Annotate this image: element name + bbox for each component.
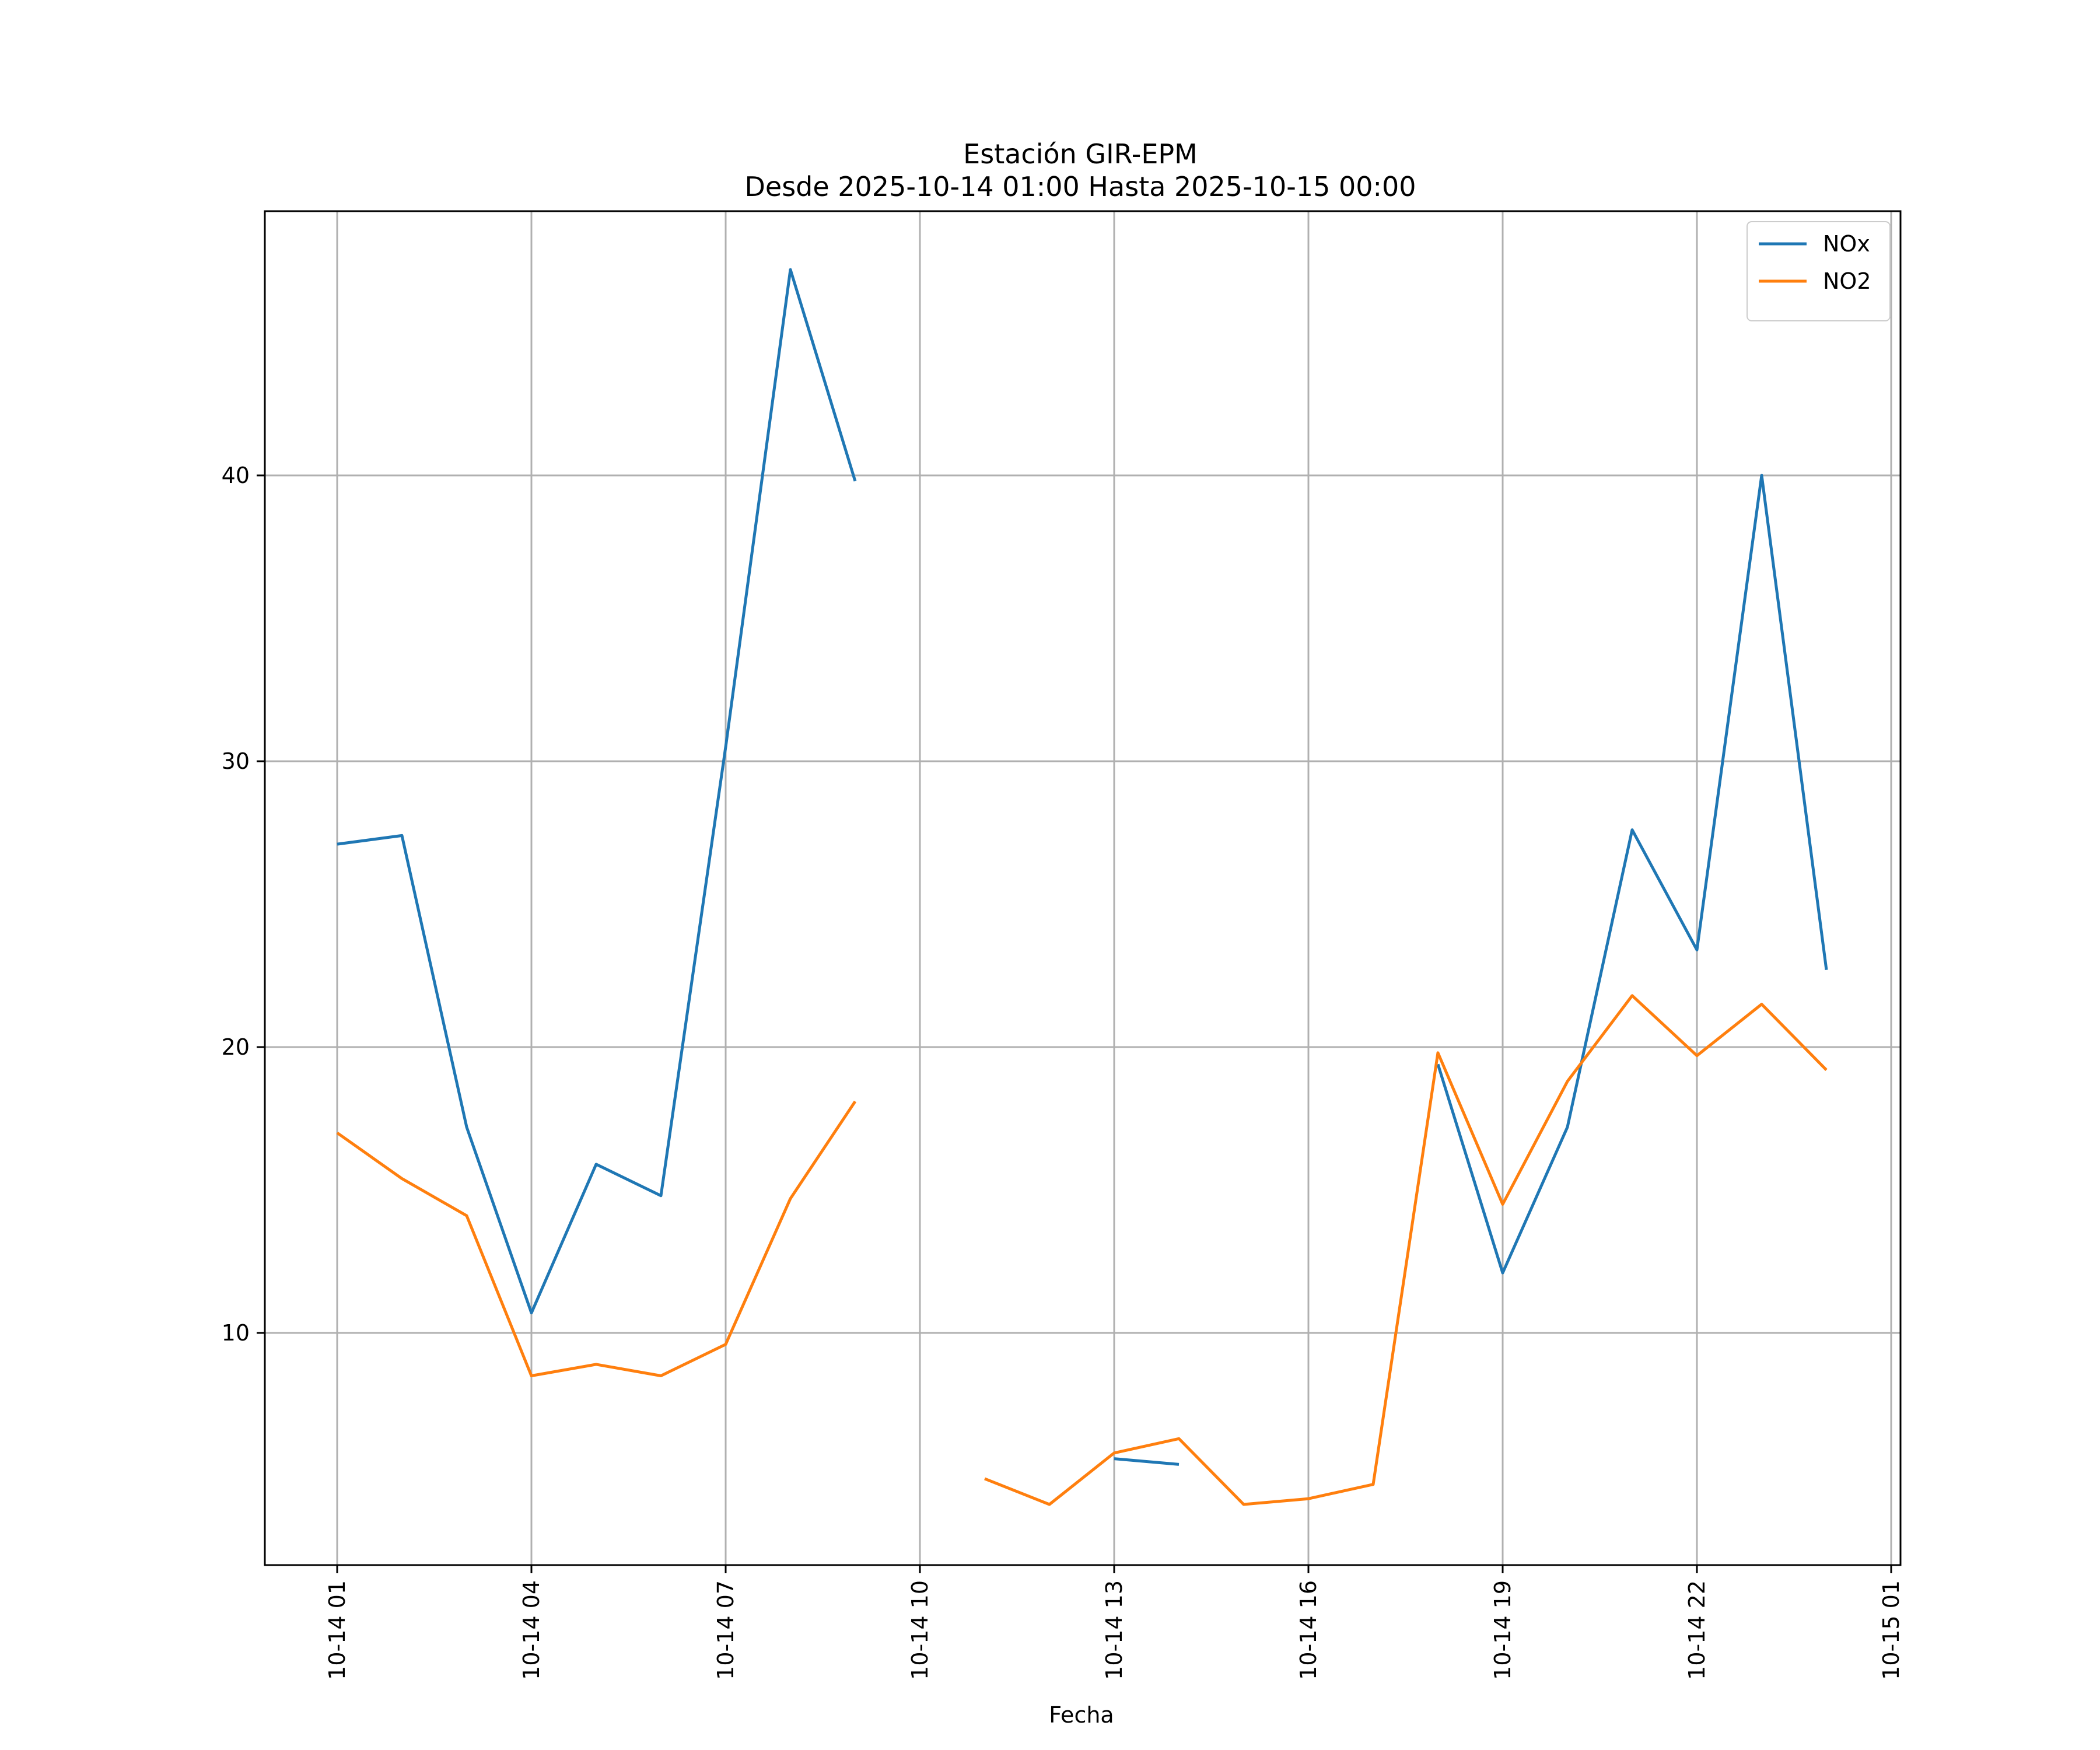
legend-label: NO2 bbox=[1823, 268, 1871, 294]
y-ticks: 10 20 30 40 bbox=[222, 463, 265, 1346]
x-tick-label: 10-14 19 bbox=[1490, 1580, 1516, 1680]
grid bbox=[265, 211, 1901, 1565]
series-line bbox=[337, 268, 857, 1315]
x-tick-label: 10-14 16 bbox=[1296, 1580, 1321, 1680]
plot-frame bbox=[264, 210, 1902, 1566]
y-tick-label: 30 bbox=[222, 748, 250, 774]
series-no2 bbox=[336, 994, 1828, 1506]
legend-box bbox=[1746, 221, 1891, 321]
series-line bbox=[336, 1100, 857, 1377]
series-line bbox=[1436, 474, 1828, 1275]
series-line bbox=[984, 994, 1828, 1506]
chart-title: Estación GIR-EPM bbox=[963, 138, 1198, 170]
x-ticks: 10-14 01 10-14 04 10-14 07 10-14 10 10-14 13… bbox=[324, 1565, 1904, 1680]
y-tick-label: 40 bbox=[222, 463, 250, 488]
x-axis-label: Fecha bbox=[1049, 1702, 1114, 1728]
x-tick-label: 10-14 04 bbox=[519, 1580, 544, 1680]
series-line bbox=[1114, 1457, 1180, 1466]
y-tick-label: 10 bbox=[222, 1320, 250, 1346]
series-layer bbox=[336, 268, 1828, 1506]
y-tick-label: 20 bbox=[222, 1034, 250, 1060]
series-nox bbox=[337, 268, 1828, 1466]
x-tick-label: 10-15 01 bbox=[1878, 1580, 1904, 1680]
legend-label: NOx bbox=[1823, 231, 1870, 257]
x-tick-label: 10-14 22 bbox=[1684, 1580, 1710, 1680]
x-tick-label: 10-14 13 bbox=[1101, 1580, 1127, 1680]
legend: NOx NO2 bbox=[1746, 221, 1891, 321]
chart-subtitle: Desde 2025-10-14 01:00 Hasta 2025-10-15 … bbox=[744, 171, 1416, 202]
x-tick-label: 10-14 07 bbox=[713, 1580, 738, 1680]
x-tick-label: 10-14 10 bbox=[907, 1580, 933, 1680]
x-tick-label: 10-14 01 bbox=[324, 1580, 350, 1680]
